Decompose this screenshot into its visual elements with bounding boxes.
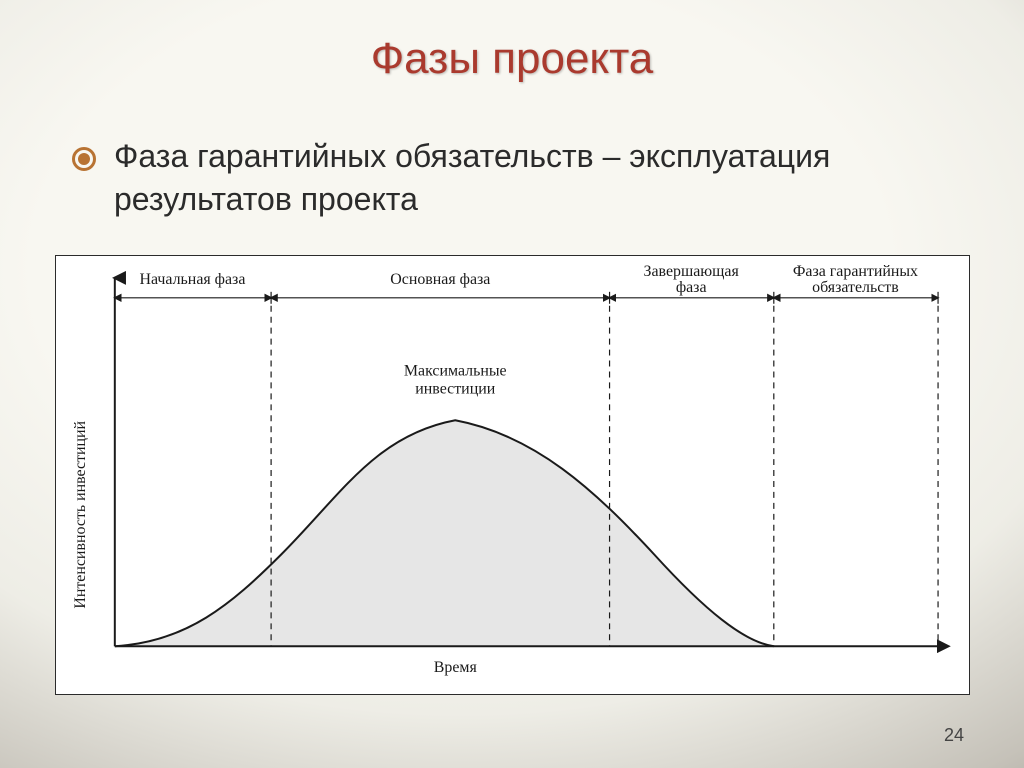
bullet-item: Фаза гарантийных обязательств – эксплуат… — [72, 135, 964, 221]
phase-label: Начальная фаза — [140, 271, 246, 288]
slide: Фазы проекта Фаза гарантийных обязательс… — [0, 0, 1024, 768]
peak-annotation: инвестиции — [415, 380, 495, 397]
chart-frame: Начальная фаза Основная фаза Завершающая… — [55, 255, 970, 695]
phase-label: Фаза гарантийных — [793, 263, 918, 280]
phase-label: обязательств — [812, 279, 899, 296]
phase-label: Завершающая — [644, 263, 740, 280]
y-axis-label: Интенсивность инвестиций — [72, 420, 89, 608]
phase-label: Основная фаза — [390, 271, 490, 288]
x-axis-label: Время — [434, 659, 478, 676]
investment-phases-chart: Начальная фаза Основная фаза Завершающая… — [56, 256, 969, 694]
slide-number: 24 — [944, 725, 964, 746]
bullet-list: Фаза гарантийных обязательств – эксплуат… — [72, 135, 964, 221]
bullet-marker-icon — [72, 147, 96, 171]
phase-label: фаза — [676, 279, 707, 296]
slide-title: Фазы проекта — [0, 34, 1024, 84]
peak-annotation: Максимальные — [404, 362, 507, 379]
bullet-text: Фаза гарантийных обязательств – эксплуат… — [114, 135, 964, 221]
